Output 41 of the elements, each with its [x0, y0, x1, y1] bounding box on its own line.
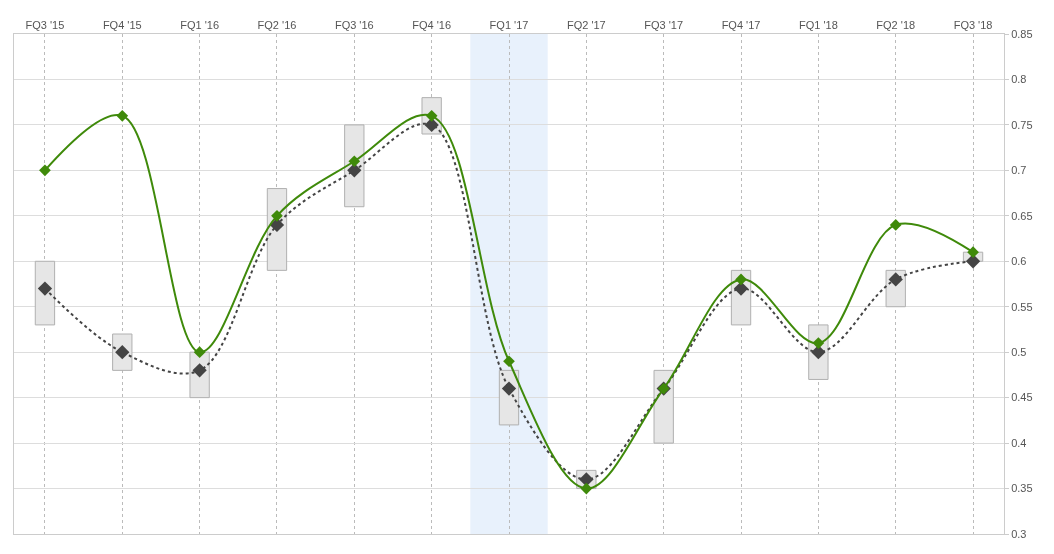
point	[193, 346, 206, 359]
y-tick-label: 0.6	[1011, 255, 1027, 268]
point	[735, 273, 747, 286]
point	[580, 482, 593, 495]
y-tick-label: 0.4	[1011, 436, 1027, 449]
point	[965, 254, 981, 269]
point	[501, 381, 517, 396]
point	[347, 163, 362, 178]
point	[889, 219, 902, 231]
y-tick-label: 0.65	[1011, 209, 1033, 222]
x-tick-label: FQ2 '17	[566, 18, 606, 31]
y-tick-label: 0.55	[1011, 300, 1033, 313]
point	[348, 155, 361, 168]
x-tick-label: FQ2 '16	[257, 18, 297, 31]
y-tick-label: 0.75	[1011, 118, 1033, 131]
x-tick-label: FQ2 '18	[876, 18, 916, 31]
point	[888, 272, 903, 287]
y-tick-label: 0.35	[1011, 482, 1033, 495]
x-tick-label: FQ4 '15	[102, 18, 142, 31]
y-tick-label: 0.3	[1011, 527, 1027, 540]
point	[271, 209, 283, 222]
y-tick-label: 0.45	[1011, 391, 1033, 404]
y-tick-label: 0.7	[1011, 164, 1027, 177]
point	[39, 164, 51, 177]
x-tick-label: FQ1 '17	[489, 18, 529, 31]
x-tick-label: FQ1 '18	[798, 18, 838, 31]
y-tick-label: 0.8	[1011, 73, 1027, 86]
point	[967, 246, 979, 259]
y-tick-label: 0.85	[1011, 27, 1033, 40]
point	[503, 355, 515, 368]
point	[116, 109, 129, 122]
x-tick-label: FQ4 '17	[721, 18, 761, 31]
y-tick-label: 0.5	[1011, 346, 1027, 359]
x-tick-label: FQ4 '16	[412, 18, 452, 31]
x-tick-label: FQ3 '16	[334, 18, 374, 31]
point	[37, 281, 53, 296]
x-tick-label: FQ1 '16	[180, 18, 220, 31]
x-tick-label: FQ3 '15	[25, 18, 65, 31]
x-tick-label: FQ3 '17	[644, 18, 684, 31]
point	[812, 337, 825, 349]
x-tick-label: FQ3 '18	[953, 18, 993, 31]
